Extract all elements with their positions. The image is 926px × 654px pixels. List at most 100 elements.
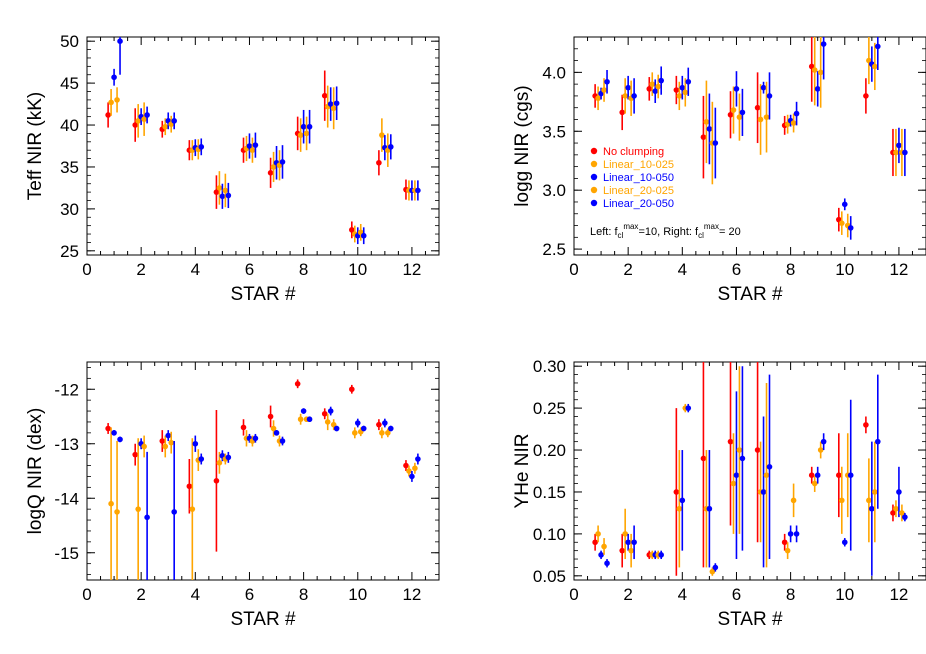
y-tick-label: -15 xyxy=(54,544,79,563)
data-point xyxy=(303,130,310,137)
data-point xyxy=(646,86,653,92)
x-tick-label: 8 xyxy=(299,260,308,279)
data-point xyxy=(213,189,220,195)
y-tick-label: 50 xyxy=(60,32,79,51)
series-5 xyxy=(117,37,421,245)
data-point xyxy=(784,547,791,554)
data-point xyxy=(628,547,634,554)
data-point xyxy=(601,543,607,550)
data-point xyxy=(730,480,737,487)
data-point xyxy=(270,425,277,432)
data-point xyxy=(763,114,770,120)
series-5 xyxy=(117,416,421,580)
data-point xyxy=(111,74,117,81)
data-point xyxy=(893,149,899,156)
x-tick-label: 12 xyxy=(889,585,908,604)
data-point xyxy=(171,509,177,515)
data-point xyxy=(712,564,719,571)
data-layer xyxy=(105,379,421,580)
data-point xyxy=(754,104,761,111)
series-1 xyxy=(105,379,409,552)
x-tick-label: 6 xyxy=(732,260,741,279)
y-tick-label: 35 xyxy=(60,158,79,177)
data-point xyxy=(836,472,842,478)
x-tick-label: 4 xyxy=(678,585,687,604)
data-point xyxy=(730,107,737,113)
x-tick-label: 10 xyxy=(348,260,367,279)
data-point xyxy=(300,123,307,130)
data-point xyxy=(841,539,848,546)
x-axis-label: STAR # xyxy=(717,609,783,630)
data-point xyxy=(793,531,800,537)
plot-frame xyxy=(86,361,440,581)
x-tick-label: 6 xyxy=(245,260,254,279)
data-point xyxy=(360,232,367,239)
data-point xyxy=(297,416,304,423)
data-point xyxy=(673,87,680,93)
y-tick-label: 25 xyxy=(60,242,79,261)
data-point xyxy=(592,539,598,546)
data-point xyxy=(105,112,111,118)
y-tick-label: 4.0 xyxy=(542,63,566,82)
data-point xyxy=(186,483,193,490)
data-point xyxy=(330,105,337,112)
data-point xyxy=(875,438,881,445)
series-5 xyxy=(604,366,908,572)
series-3 xyxy=(111,406,415,482)
data-point xyxy=(631,93,637,99)
data-point xyxy=(379,430,385,436)
data-point xyxy=(321,410,328,417)
y-tick-label: 45 xyxy=(60,74,79,93)
y-tick-label: -12 xyxy=(54,380,79,399)
data-point xyxy=(817,69,824,76)
data-point xyxy=(790,497,797,504)
data-point xyxy=(117,38,123,44)
data-point xyxy=(249,147,256,153)
data-point xyxy=(676,93,683,99)
data-point xyxy=(273,430,280,436)
data-point xyxy=(790,120,797,126)
data-point xyxy=(279,438,286,444)
data-point xyxy=(763,472,770,478)
data-point xyxy=(321,92,328,99)
data-point xyxy=(604,560,610,567)
data-point xyxy=(114,97,120,103)
data-point xyxy=(171,118,177,124)
data-point xyxy=(595,531,601,537)
data-point xyxy=(649,81,656,87)
data-point xyxy=(327,101,334,107)
y-axis-label: Teff NIR (kK) xyxy=(25,92,46,200)
chart-panel-4: 0 2 4 6 8 10 12 0.05 0.10 0.15 0.20 0.25 0.30 STAR # Y… xyxy=(512,357,926,630)
data-point xyxy=(168,439,175,446)
data-point xyxy=(863,93,869,99)
data-point xyxy=(297,132,304,138)
legend-marker xyxy=(590,186,598,194)
data-point xyxy=(736,447,743,453)
data-point xyxy=(595,95,601,102)
data-point xyxy=(875,43,881,50)
x-tick-label: 8 xyxy=(786,260,795,279)
data-point xyxy=(622,93,628,99)
legend-marker xyxy=(590,199,598,207)
data-point xyxy=(324,419,331,425)
x-tick-label: 4 xyxy=(191,585,200,604)
data-point xyxy=(625,84,631,91)
x-tick-label: 12 xyxy=(889,260,908,279)
data-point xyxy=(330,421,337,428)
data-point xyxy=(159,438,166,444)
y-tick-label: 0.10 xyxy=(533,525,566,544)
data-point xyxy=(379,132,385,138)
series-1 xyxy=(592,37,896,232)
data-point xyxy=(382,420,388,426)
data-point xyxy=(658,552,664,558)
data-point xyxy=(757,116,764,123)
data-point xyxy=(415,187,421,194)
data-point xyxy=(841,201,848,208)
series-4 xyxy=(601,37,905,238)
y-tick-label: 3.0 xyxy=(542,181,566,200)
data-point xyxy=(896,489,902,495)
data-point xyxy=(162,123,169,130)
y-tick-label: 0.15 xyxy=(533,483,566,502)
data-point xyxy=(793,110,800,117)
